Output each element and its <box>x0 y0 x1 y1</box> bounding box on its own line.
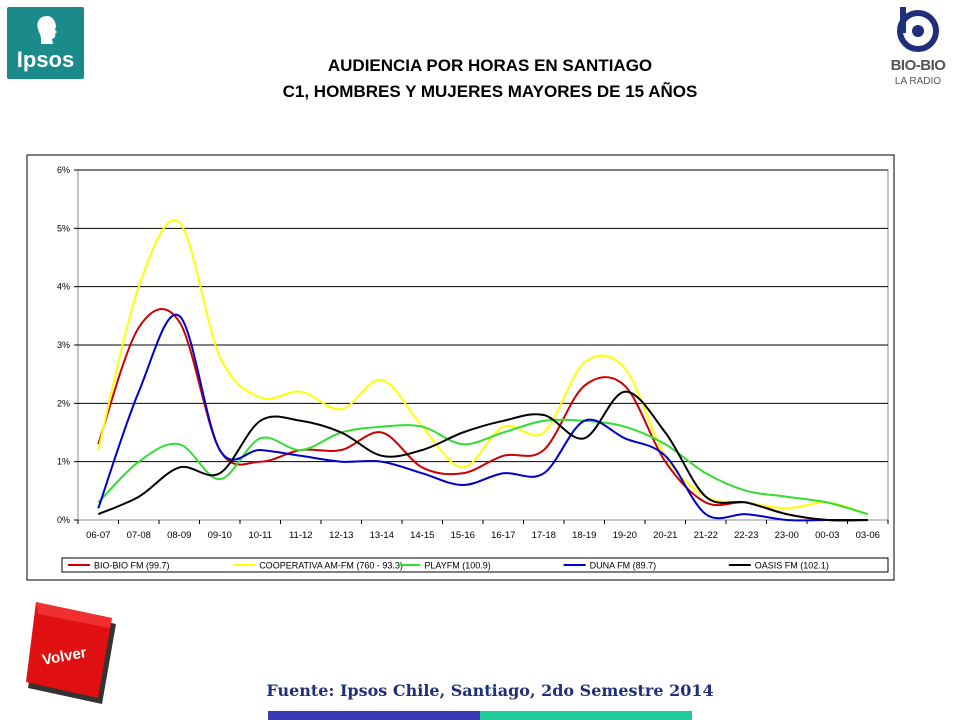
ipsos-logo: Ipsos <box>7 7 84 79</box>
ipsos-logo-text: Ipsos <box>16 47 75 72</box>
chart-title-line2: C1, HOMBRES Y MUJERES MAYORES DE 15 AÑOS <box>282 82 698 101</box>
profile-head-icon <box>37 16 57 44</box>
y-tick-label: 3% <box>57 340 70 350</box>
series-line-4 <box>97 313 868 522</box>
x-tick-label: 21-22 <box>694 530 718 541</box>
legend-label: OASIS FM (102.1) <box>755 561 829 571</box>
x-tick-label: 09-10 <box>208 530 232 541</box>
y-tick-label: 4% <box>57 282 70 292</box>
y-tick-label: 5% <box>57 223 70 233</box>
x-tick-label: 18-19 <box>572 530 596 541</box>
x-tick-label: 00-03 <box>815 530 839 541</box>
x-tick-label: 11-12 <box>289 530 313 541</box>
legend-label: PLAYFM (100.9) <box>424 561 490 571</box>
x-tick-label: 06-07 <box>86 530 110 541</box>
x-tick-label: 12-13 <box>329 530 353 541</box>
x-tick-label: 08-09 <box>167 530 191 541</box>
legend-label: BIO-BIO FM (99.7) <box>94 561 170 571</box>
biobio-emblem-icon <box>897 7 939 52</box>
source-note: Fuente: Ipsos Chile, Santiago, 2do Semes… <box>266 681 714 700</box>
y-tick-label: 0% <box>57 515 70 525</box>
y-tick-label: 1% <box>57 457 70 467</box>
x-tick-label: 20-21 <box>653 530 677 541</box>
biobio-logo-text: BIO-BIO <box>890 57 946 74</box>
series-line-3 <box>97 418 869 516</box>
y-tick-label: 6% <box>57 165 70 175</box>
x-tick-label: 14-15 <box>410 530 434 541</box>
x-tick-label: 22-23 <box>734 530 758 541</box>
x-tick-label: 23-00 <box>775 530 799 541</box>
series-line-5 <box>97 390 868 522</box>
biobio-logo: BIO-BIO LA RADIO <box>885 5 951 95</box>
volver-button[interactable] <box>26 602 118 706</box>
legend-label: COOPERATIVA AM-FM (760 - 93.3) <box>259 561 403 571</box>
x-tick-label: 15-16 <box>451 530 475 541</box>
x-tick-label: 19-20 <box>613 530 637 541</box>
x-tick-label: 16-17 <box>491 530 515 541</box>
x-tick-label: 17-18 <box>532 530 556 541</box>
x-tick-label: 10-11 <box>248 530 272 541</box>
y-tick-label: 2% <box>57 398 70 408</box>
legend-box <box>61 557 889 573</box>
x-tick-label: 07-08 <box>127 530 151 541</box>
biobio-logo-subtext: LA RADIO <box>894 76 942 87</box>
x-tick-label: 13-14 <box>370 530 394 541</box>
footer-bar-blue <box>268 711 480 720</box>
footer-bar-green <box>480 711 692 720</box>
x-tick-label: 03-06 <box>856 530 880 541</box>
legend-label: DUNA FM (89.7) <box>590 561 657 571</box>
chart-title-line1: AUDIENCIA POR HORAS EN SANTIAGO <box>327 56 653 75</box>
